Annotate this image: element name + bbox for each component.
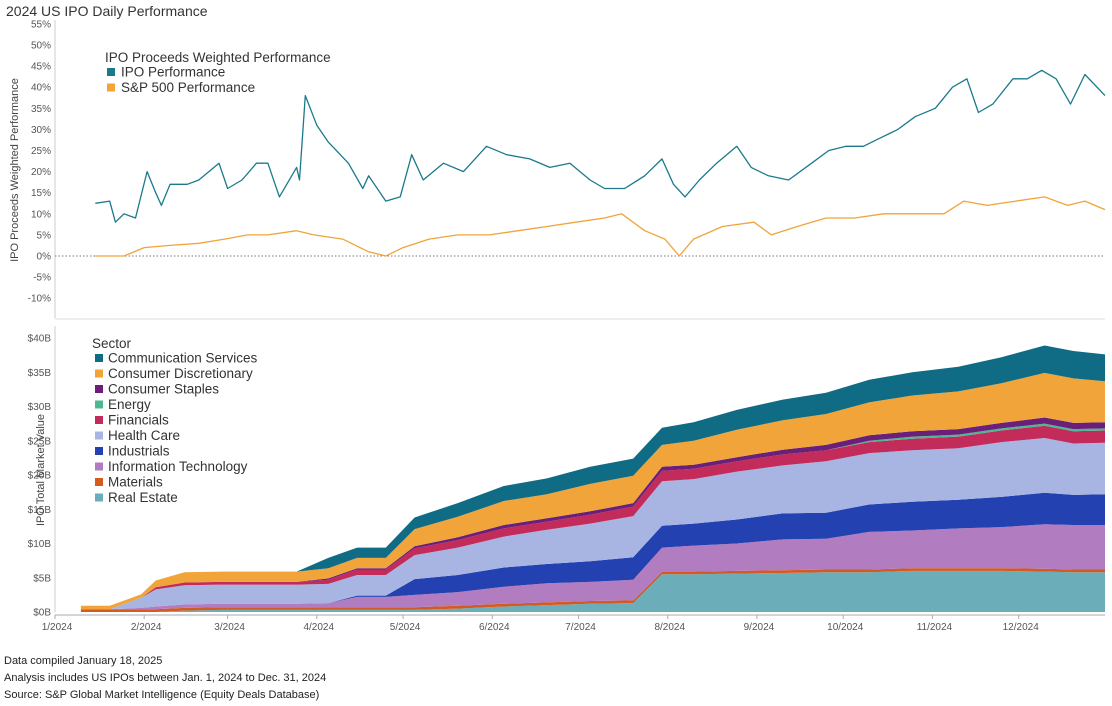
legend-label-consumer-staples: Consumer Staples xyxy=(108,382,219,397)
bottom-y-tick-label: $40B xyxy=(28,334,52,345)
x-tick-label: 2/2024 xyxy=(131,622,162,633)
legend-swatch-communication-services xyxy=(95,354,103,362)
legend-label-financials: Financials xyxy=(108,413,169,428)
bottom-y-tick-label: $20B xyxy=(28,471,52,482)
legend-swatch-financials xyxy=(95,416,103,424)
bottom-y-tick-label: $30B xyxy=(28,402,52,413)
x-tick-label: 3/2024 xyxy=(214,622,245,633)
bottom-y-axis-title: IPO Total Market Value xyxy=(35,414,47,526)
top-y-tick-label: 15% xyxy=(31,188,51,199)
area-information-technology xyxy=(80,524,1105,610)
legend-label-industrials: Industrials xyxy=(108,444,170,459)
legend-swatch-information-technology xyxy=(95,462,103,471)
x-tick-label: 1/2024 xyxy=(42,622,73,633)
legend-label-energy: Energy xyxy=(108,397,151,412)
legend-swatch-consumer-discretionary xyxy=(95,369,103,378)
top-y-tick-label: -5% xyxy=(33,273,51,284)
x-tick-label: 8/2024 xyxy=(654,622,685,633)
legend-swatch-materials xyxy=(95,478,103,486)
x-tick-label: 6/2024 xyxy=(479,622,510,633)
bottom-y-tick-label: $10B xyxy=(28,539,52,550)
bottom-y-tick-label: $15B xyxy=(28,505,52,516)
area-consumer-discretionary xyxy=(80,372,1105,610)
top-y-axis-title: IPO Proceeds Weighted Performance xyxy=(9,78,21,262)
ipo-performance-chart: 55% 50% 45% 40% 35% 30% 25% 20% 15% 10% 5% 0% -5% -10… xyxy=(9,19,1106,320)
bottom-y-tick-label: $25B xyxy=(28,436,52,447)
bottom-y-tick-label: $0B xyxy=(33,608,51,619)
top-legend-title: IPO Proceeds Weighted Performance xyxy=(105,50,331,65)
x-tick-label: 7/2024 xyxy=(565,622,596,633)
top-y-tick-label: 35% xyxy=(31,104,51,115)
top-y-tick-label: 45% xyxy=(31,62,51,73)
legend-label-materials: Materials xyxy=(108,475,163,490)
legend-swatch-s-p-500-performance xyxy=(107,83,115,92)
top-y-tick-label: 10% xyxy=(31,209,51,220)
top-y-tick-label: 55% xyxy=(31,19,51,30)
top-y-tick-label: 25% xyxy=(31,146,51,157)
legend-swatch-ipo-performance xyxy=(107,68,115,76)
area-consumer-staples xyxy=(80,417,1105,610)
footnote-compiled: Data compiled January 18, 2025 xyxy=(4,655,163,667)
x-tick-label: 4/2024 xyxy=(303,622,334,633)
legend-label-real-estate: Real Estate xyxy=(108,490,178,505)
market-value-chart: $40B $35B $30B $25B $20B $15B $10B $5B $0B IPO To… xyxy=(28,326,1105,633)
top-y-tick-label: 50% xyxy=(31,41,51,52)
sector-legend-title: Sector xyxy=(92,336,132,351)
legend-label-health-care: Health Care xyxy=(108,428,180,443)
legend-swatch-industrials xyxy=(95,447,103,455)
x-tick-label: 9/2024 xyxy=(744,622,775,633)
area-communication-services xyxy=(80,345,1105,606)
area-real-estate xyxy=(80,570,1105,612)
area-industrials xyxy=(80,492,1105,610)
footnote-source: Source: S&P Global Market Intelligence (… xyxy=(4,689,320,701)
top-y-tick-label: 5% xyxy=(37,230,52,241)
page-title: 2024 US IPO Daily Performance xyxy=(6,3,208,19)
legend-swatch-energy xyxy=(95,400,103,409)
bottom-y-tick-label: $35B xyxy=(28,368,52,379)
legend-swatch-health-care xyxy=(95,431,103,440)
top-y-tick-label: 30% xyxy=(31,125,51,136)
legend-label-ipo-performance: IPO Performance xyxy=(121,65,225,80)
legend-label-consumer-discretionary: Consumer Discretionary xyxy=(108,366,253,381)
footnote-analysis: Analysis includes US IPOs between Jan. 1… xyxy=(4,672,327,684)
legend-swatch-real-estate xyxy=(95,493,103,502)
top-y-tick-label: 0% xyxy=(37,252,52,263)
legend-swatch-consumer-staples xyxy=(95,385,103,393)
legend-label-s-p-500-performance: S&P 500 Performance xyxy=(121,80,255,95)
x-tick-label: 12/2024 xyxy=(1003,622,1040,633)
series-line-ipo-performance xyxy=(95,69,1106,223)
top-y-tick-label: -10% xyxy=(28,294,51,305)
x-tick-label: 5/2024 xyxy=(390,622,421,633)
area-financials xyxy=(80,425,1105,610)
legend-label-communication-services: Communication Services xyxy=(108,351,258,366)
bottom-y-tick-label: $5B xyxy=(33,573,51,584)
top-y-tick-label: 20% xyxy=(31,167,51,178)
series-line-s-p-500-performance xyxy=(95,196,1106,257)
area-health-care xyxy=(80,438,1105,610)
area-materials xyxy=(80,568,1105,612)
x-tick-label: 11/2024 xyxy=(917,622,953,633)
legend-label-information-technology: Information Technology xyxy=(108,459,248,474)
top-y-tick-label: 40% xyxy=(31,83,51,94)
x-tick-label: 10/2024 xyxy=(827,622,864,633)
